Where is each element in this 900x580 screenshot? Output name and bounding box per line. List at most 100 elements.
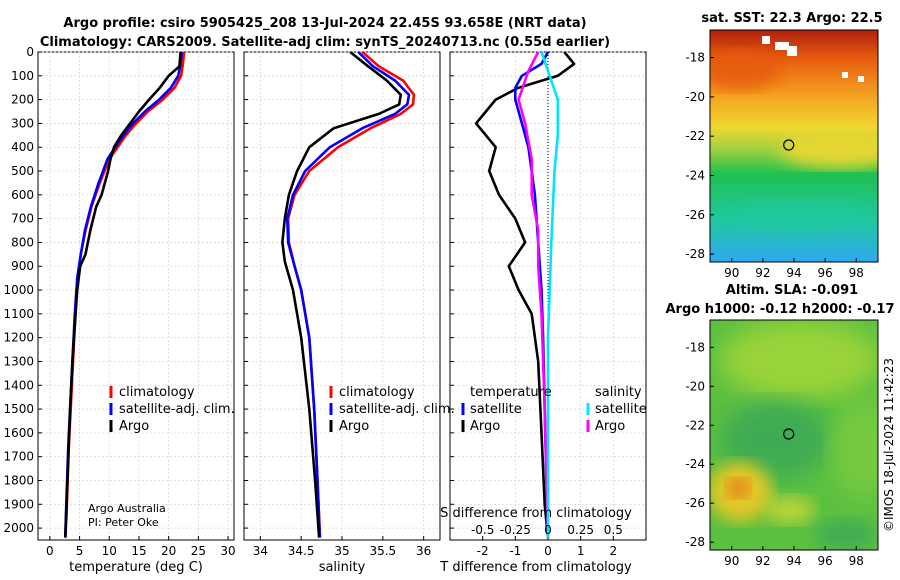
- difference-top-label: S difference from climatology: [440, 506, 632, 521]
- y-tick-label: 0: [26, 45, 34, 59]
- map-y-tick-label: -20: [685, 90, 705, 104]
- sst-argo-location-marker: [783, 139, 795, 151]
- series-line-climatology: [64, 51, 186, 538]
- salinity-panel: 34 34.5 35 35.5 36 salinity climatology sate…: [243, 50, 455, 575]
- y-tick-label: 1300: [3, 354, 34, 368]
- sla-map-panel: Altim. SLA: -0.091 Argo h1000: -0.12 h20…: [665, 283, 896, 568]
- sst-hot-patch: [710, 50, 780, 90]
- legend-s-satellite-label: satellite: [595, 402, 647, 417]
- y-tick-label: 1600: [3, 426, 34, 440]
- x-tick-label: 34: [253, 544, 268, 558]
- sst-cool-patch: [730, 199, 870, 231]
- y-tick-label: 1500: [3, 402, 34, 416]
- y-tick-label: 1000: [3, 283, 34, 297]
- x-tick-label: 34.5: [288, 544, 315, 558]
- x-tick-label: 0: [544, 544, 552, 558]
- y-tick-label: 2000: [3, 521, 34, 535]
- sla-patch: [815, 519, 875, 550]
- y-tick-label: 1200: [3, 331, 34, 345]
- x-tick-label: 35.5: [369, 544, 396, 558]
- x-tick-label: 35: [334, 544, 349, 558]
- x-tick-label: 2: [610, 544, 618, 558]
- salinity-tick-labels: 34 34.5 35 35.5 36: [253, 544, 432, 558]
- y-tick-label: 900: [11, 259, 34, 273]
- map-y-tick-label: -24: [685, 457, 705, 471]
- figure-title-line2: Climatology: CARS2009. Satellite-adj cli…: [40, 35, 610, 50]
- sla-map-title-line1: Altim. SLA: -0.091: [726, 283, 858, 298]
- salinity-grid: [244, 51, 440, 540]
- credit-line1: Argo Australia: [88, 502, 166, 515]
- s-tick-label: 0: [544, 523, 552, 537]
- legend-salinity-heading: salinity: [595, 385, 642, 400]
- difference-panel: -2 -1 0 1 2 -0.5 -0.25 0 0.25 0.5 T difference fr…: [439, 51, 647, 575]
- y-tick-label: 1900: [3, 497, 34, 511]
- temperature-xlabel: temperature (deg C): [69, 560, 203, 575]
- x-tick-label: -1: [509, 544, 521, 558]
- y-tick-label: 400: [11, 140, 34, 154]
- sla-patch: [830, 400, 878, 500]
- map-x-tick-label: 98: [849, 554, 864, 568]
- series-line-satellite-adj-clim-: [64, 51, 183, 538]
- temperature-tick-labels: 0100200300400500600700800900100011001200…: [3, 45, 235, 558]
- y-tick-label: 800: [11, 235, 34, 249]
- series-line-salinity-argo: [517, 51, 550, 538]
- series-line-satellite-adj-clim-: [285, 51, 411, 538]
- sla-argo-location-marker: [783, 428, 795, 440]
- s-tick-label: -0.5: [471, 523, 494, 537]
- sst-gap: [775, 42, 789, 50]
- map-x-tick-label: 92: [755, 554, 770, 568]
- sla-patch: [720, 400, 830, 480]
- difference-legend-right: salinity satellite Argo: [586, 385, 647, 434]
- series-line-climatology: [286, 51, 416, 538]
- x-tick-label: -2: [477, 544, 489, 558]
- map-y-tick-label: -26: [685, 208, 705, 222]
- map-y-tick-label: -22: [685, 418, 705, 432]
- x-tick-label: 15: [131, 544, 146, 558]
- x-tick-label: 25: [191, 544, 206, 558]
- difference-xlabel: T difference from climatology: [439, 560, 632, 575]
- sla-patch: [765, 496, 815, 524]
- y-tick-label: 200: [11, 93, 34, 107]
- map-x-tick-label: 96: [817, 554, 832, 568]
- temperature-legend: climatology satellite-adj. clim. Argo: [109, 385, 235, 434]
- series-line-salinity-satellite: [540, 51, 560, 538]
- y-tick-label: 1800: [3, 473, 34, 487]
- sla-field: [710, 320, 878, 550]
- temperature-grid: [38, 51, 234, 540]
- map-y-tick-label: -28: [685, 247, 705, 261]
- x-tick-label: 30: [220, 544, 235, 558]
- salinity-legend: climatology satellite-adj. clim. Argo: [329, 385, 455, 434]
- sla-map-title-line2: Argo h1000: -0.12 h2000: -0.17: [665, 302, 894, 317]
- y-tick-label: 1400: [3, 378, 34, 392]
- temperature-panel: 0100200300400500600700800900100011001200…: [3, 45, 235, 575]
- sst-gap: [842, 72, 848, 78]
- series-line-argo: [64, 51, 182, 538]
- temperature-lines: [64, 51, 186, 538]
- x-tick-label: 0: [46, 544, 54, 558]
- legend-argo-label: Argo: [119, 419, 149, 434]
- sst-map-panel: sat. SST: 22.3 Argo: 22.5 90 92 94 96 98 -18 -…: [685, 11, 882, 280]
- y-tick-label: 700: [11, 212, 34, 226]
- difference-tick-labels: -2 -1 0 1 2 -0.5 -0.25 0 0.25 0.5: [471, 523, 623, 558]
- sst-map-ticks: 90 92 94 96 98 -18 -20 -22 -24 -26 -28: [685, 51, 863, 280]
- credit-line2: PI: Peter Oke: [88, 516, 159, 529]
- y-tick-label: 600: [11, 188, 34, 202]
- x-tick-label: 36: [416, 544, 431, 558]
- salinity-lines: [281, 50, 416, 538]
- legend-temperature-heading: temperature: [470, 385, 552, 400]
- x-tick-label: 10: [102, 544, 117, 558]
- map-x-tick-label: 94: [786, 266, 801, 280]
- y-tick-label: 1700: [3, 450, 34, 464]
- series-line-temperature-argo: [474, 51, 576, 538]
- sst-field: [710, 30, 878, 262]
- x-tick-label: 5: [76, 544, 84, 558]
- sla-peak-patch: [726, 478, 750, 498]
- series-line-argo: [281, 50, 403, 538]
- map-x-tick-label: 90: [724, 554, 739, 568]
- map-y-tick-label: -18: [685, 51, 705, 65]
- map-y-tick-label: -22: [685, 129, 705, 143]
- legend-s-argo-label: Argo: [595, 419, 625, 434]
- map-x-tick-label: 92: [755, 266, 770, 280]
- sla-patch: [720, 320, 878, 400]
